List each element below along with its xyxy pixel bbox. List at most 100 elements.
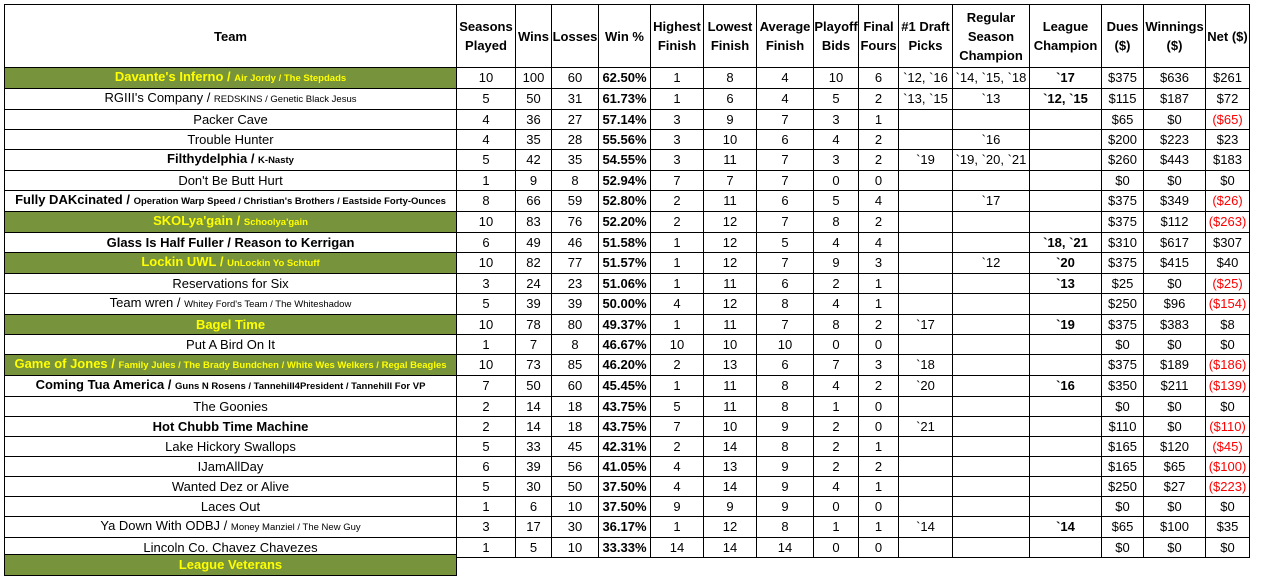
cell-dues: $110 [1101,416,1144,437]
cell-dues: $65 [1101,109,1144,130]
cell-wins: 78 [515,314,552,335]
cell-dues: $350 [1101,375,1144,397]
table-row: Game of Jones / Family Jules / The Brady… [4,354,1250,376]
cell-losses: 18 [551,416,599,437]
cell-seasons-played: 4 [456,129,516,150]
cell-highest-finish: 7 [650,170,704,191]
cell-playoff-bids: 4 [813,232,859,253]
cell-league-champion [1029,190,1102,212]
league-veterans-legend: League Veterans [4,554,457,576]
cell-playoff-bids: 2 [813,456,859,477]
cell-regular-season-champion [952,537,1030,558]
team-aliases: REDSKINS / Genetic Black Jesus [213,94,357,105]
cell-seasons-played: 5 [456,149,516,171]
cell-wins: 73 [515,354,552,376]
cell-playoff-bids: 8 [813,211,859,233]
cell-lowest-finish: 13 [703,456,757,477]
cell-win-pct: 37.50% [598,496,651,517]
team-aliases: UnLockin Yo Schtuff [227,258,320,269]
cell-team: Hot Chubb Time Machine [4,416,457,437]
cell-dues: $200 [1101,129,1144,150]
table-row: Bagel Time 10 78 80 49.37% 1 11 7 8 2 `17 `19 $375 $3… [4,314,1250,335]
cell-regular-season-champion: `16 [952,129,1030,150]
cell-highest-finish: 1 [650,273,704,294]
cell-playoff-bids: 5 [813,88,859,110]
table-row: Coming Tua America / Guns N Rosens / Tan… [4,375,1250,397]
cell-wins: 42 [515,149,552,171]
team-name: The Goonies [193,398,268,414]
cell-winnings: $0 [1143,496,1206,517]
cell-seasons-played: 10 [456,314,516,335]
table-row: Team wren / Whitey Ford's Team / The Whi… [4,293,1250,315]
cell-highest-finish: 1 [650,375,704,397]
cell-final-fours: 0 [858,496,899,517]
cell-win-pct: 52.94% [598,170,651,191]
cell-losses: 10 [551,537,599,558]
cell-draft-picks [898,537,953,558]
cell-average-finish: 7 [756,149,814,171]
cell-net: ($100) [1205,456,1250,477]
cell-league-champion: `14 [1029,516,1102,538]
cell-dues: $375 [1101,67,1144,89]
cell-final-fours: 2 [858,88,899,110]
header-win-pct: Win % [598,4,651,68]
cell-final-fours: 1 [858,436,899,457]
cell-final-fours: 2 [858,456,899,477]
cell-league-champion [1029,149,1102,171]
cell-dues: $250 [1101,476,1144,497]
cell-wins: 5 [515,537,552,558]
cell-final-fours: 2 [858,314,899,335]
cell-highest-finish: 4 [650,476,704,497]
cell-team: Coming Tua America / Guns N Rosens / Tan… [4,375,457,397]
cell-net: ($186) [1205,354,1250,376]
cell-final-fours: 1 [858,109,899,130]
cell-playoff-bids: 5 [813,190,859,212]
cell-dues: $165 [1101,456,1144,477]
cell-league-champion [1029,211,1102,233]
cell-highest-finish: 4 [650,293,704,315]
cell-losses: 77 [551,252,599,274]
table-row: Put A Bird On It 1 7 8 46.67% 10 10 10 0 0 $0 $0 $0 [4,334,1250,355]
cell-team: Lake Hickory Swallops [4,436,457,457]
team-name: Bagel Time [195,316,266,332]
cell-highest-finish: 4 [650,456,704,477]
cell-average-finish: 9 [756,476,814,497]
header-average-finish: Average Finish [756,4,814,68]
cell-draft-picks [898,109,953,130]
cell-average-finish: 8 [756,293,814,315]
cell-wins: 14 [515,416,552,437]
cell-lowest-finish: 12 [703,516,757,538]
table-row: Ya Down With ODBJ / Money Manziel / The … [4,516,1250,538]
cell-win-pct: 55.56% [598,129,651,150]
cell-highest-finish: 10 [650,334,704,355]
cell-losses: 59 [551,190,599,212]
header-lowest-finish: Lowest Finish [703,4,757,68]
table-row: Fully DAKcinated / Operation Warp Speed … [4,190,1250,212]
cell-playoff-bids: 2 [813,273,859,294]
cell-average-finish: 9 [756,416,814,437]
cell-win-pct: 41.05% [598,456,651,477]
cell-dues: $375 [1101,211,1144,233]
cell-average-finish: 4 [756,67,814,89]
table-row: Glass Is Half Fuller / Reason to Kerriga… [4,232,1250,253]
cell-regular-season-champion [952,416,1030,437]
header-seasons-played: Seasons Played [456,4,516,68]
cell-team: Glass Is Half Fuller / Reason to Kerriga… [4,232,457,253]
cell-highest-finish: 9 [650,496,704,517]
team-name: Don't Be Butt Hurt [178,172,283,188]
cell-net: ($139) [1205,375,1250,397]
cell-playoff-bids: 9 [813,252,859,274]
cell-team: Bagel Time [4,314,457,335]
team-name: Coming Tua America [35,377,165,392]
cell-highest-finish: 5 [650,396,704,417]
cell-losses: 50 [551,476,599,497]
header-team: Team [4,4,457,68]
cell-seasons-played: 3 [456,273,516,294]
cell-lowest-finish: 9 [703,109,757,130]
cell-regular-season-champion [952,314,1030,335]
cell-winnings: $617 [1143,232,1206,253]
cell-average-finish: 10 [756,334,814,355]
cell-lowest-finish: 13 [703,354,757,376]
cell-lowest-finish: 12 [703,211,757,233]
header-final-fours: Final Fours [858,4,899,68]
